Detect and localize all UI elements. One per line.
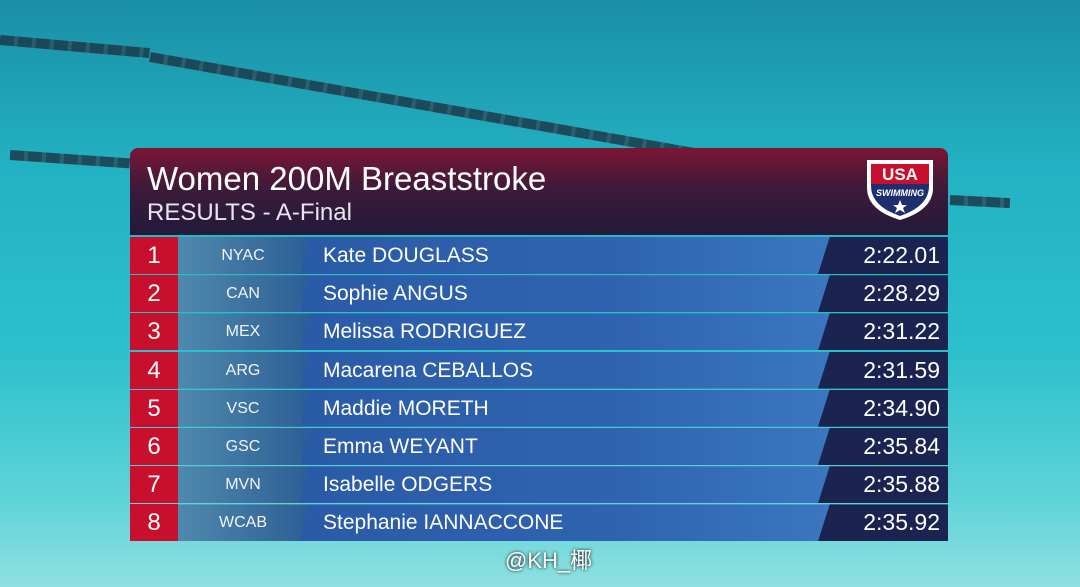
results-panel: Women 200M Breaststroke RESULTS - A-Fina… (130, 148, 948, 542)
rank: 6 (130, 428, 178, 465)
rank: 1 (130, 237, 178, 274)
club: NYAC (178, 237, 308, 274)
result-row: 6 GSC Emma WEYANT 2:35.84 (130, 428, 948, 465)
lane-rope (949, 195, 1011, 209)
club: CAN (178, 275, 308, 313)
result-row: 7 MVN Isabelle ODGERS 2:35.88 (130, 466, 948, 504)
time-band: 2:35.88 (818, 466, 948, 504)
name-band (280, 504, 840, 542)
swimmer-name: Maddie MORETH (323, 396, 489, 420)
rank: 7 (130, 466, 178, 504)
swimmer-name: Emma WEYANT (323, 435, 478, 458)
event-title: Women 200M Breaststroke (147, 160, 547, 197)
time-band: 2:34.90 (818, 389, 948, 427)
rank: 5 (130, 389, 178, 427)
name-band (280, 275, 840, 313)
name-band (280, 389, 840, 427)
rank: 2 (130, 275, 178, 313)
result-row: 3 MEX Melissa RODRIGUEZ 2:31.22 (130, 313, 948, 351)
swimmer-name: Kate DOUGLASS (323, 244, 489, 267)
watermark: @KH_椰 (505, 548, 593, 573)
swimmer-name: Melissa RODRIGUEZ (323, 320, 527, 344)
club: VSC (178, 389, 308, 427)
result-row: 5 VSC Maddie MORETH 2:34.90 (130, 389, 948, 427)
lane-rope (0, 35, 150, 59)
rank: 8 (130, 504, 178, 542)
name-band (280, 313, 840, 351)
time-band: 2:31.59 (818, 351, 948, 389)
time-band: 2:22.01 (818, 237, 948, 274)
event-subtitle: RESULTS - A-Final (147, 199, 352, 226)
result-row: 1 NYAC Kate DOUGLASS 2:22.01 (130, 237, 948, 274)
lane-rope (9, 150, 131, 169)
result-row: 8 WCAB Stephanie IANNACCONE 2:35.92 (130, 504, 948, 542)
swimmer-name: Macarena CEBALLOS (323, 358, 534, 382)
logo-star (893, 200, 907, 213)
time: 2:35.84 (863, 433, 940, 459)
usa-swimming-logo: USA SWIMMING (867, 160, 933, 220)
time: 2:31.22 (863, 318, 940, 345)
name-band (280, 466, 840, 504)
swimmer-name: Sophie ANGUS (323, 282, 468, 306)
name-band (280, 237, 840, 274)
result-row: 2 CAN Sophie ANGUS 2:28.29 (130, 275, 948, 313)
time: 2:22.01 (863, 242, 940, 268)
logo-top: USA (882, 165, 918, 184)
time-band: 2:31.22 (818, 313, 948, 351)
swimmer-name: Stephanie IANNACCONE (323, 511, 564, 535)
logo-band (871, 164, 929, 184)
time-band: 2:35.84 (818, 428, 948, 465)
club: ARG (178, 351, 308, 389)
time: 2:35.88 (863, 471, 940, 498)
rank: 4 (130, 351, 178, 389)
club: WCAB (178, 504, 308, 542)
time: 2:31.59 (863, 356, 940, 383)
result-row: 4 ARG Macarena CEBALLOS 2:31.59 (130, 351, 948, 389)
header: Women 200M Breaststroke RESULTS - A-Fina… (130, 148, 948, 235)
time-band: 2:35.92 (818, 504, 948, 542)
club: MEX (178, 313, 308, 351)
logo-bottom: SWIMMING (876, 188, 924, 198)
time: 2:28.29 (863, 280, 940, 307)
club: GSC (178, 428, 308, 465)
club: MVN (178, 466, 308, 504)
rank: 3 (130, 313, 178, 351)
swimmer-name: Isabelle ODGERS (323, 473, 493, 497)
time-band: 2:28.29 (818, 275, 948, 313)
time: 2:34.90 (863, 394, 940, 421)
name-band (280, 351, 840, 389)
time: 2:35.92 (863, 509, 940, 536)
name-band (280, 428, 840, 465)
